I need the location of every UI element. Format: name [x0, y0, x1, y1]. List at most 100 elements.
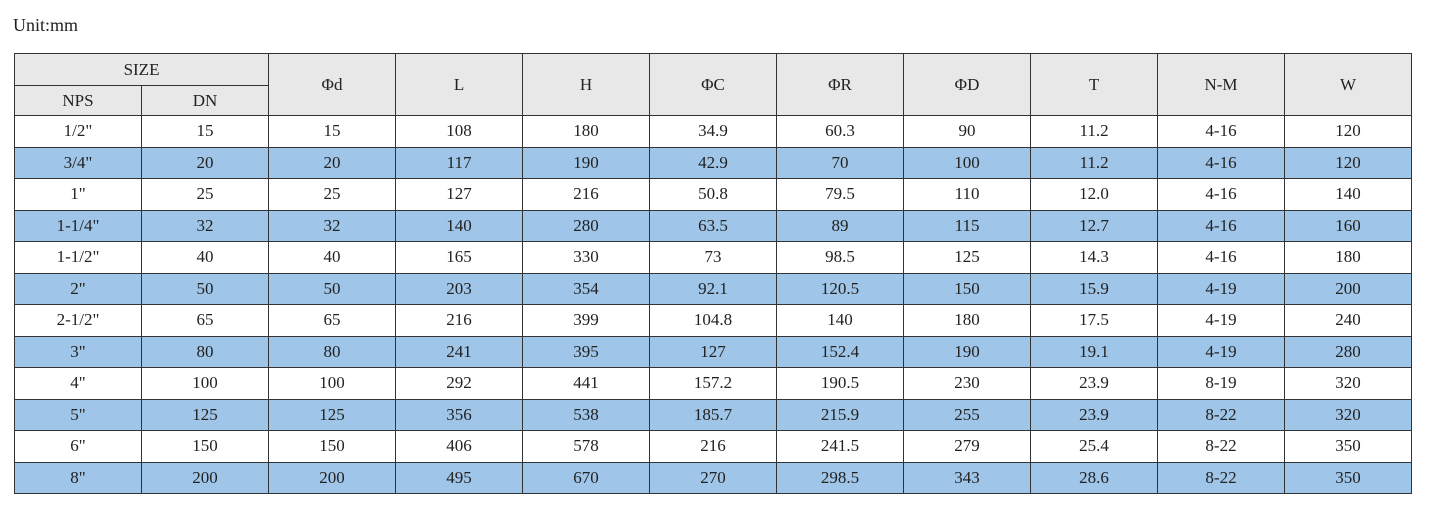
table-row: 8" 200 200 495 670 270 298.5 343 28.6 8-22 350 — [14, 461, 1413, 494]
table-cell: 140 — [395, 209, 524, 242]
table-cell: 25.4 — [1030, 430, 1159, 463]
table-cell: 350 — [1284, 461, 1413, 494]
table-cell: 20 — [268, 146, 397, 179]
table-cell: 4-19 — [1157, 335, 1286, 368]
table-cell: 230 — [903, 367, 1032, 400]
table-cell: 4-19 — [1157, 304, 1286, 337]
table-cell: 180 — [522, 115, 651, 148]
table-cell: 60.3 — [776, 115, 905, 148]
table-cell: 356 — [395, 398, 524, 431]
table-cell: 98.5 — [776, 241, 905, 274]
table-cell: 216 — [649, 430, 778, 463]
table-cell: 441 — [522, 367, 651, 400]
table-cell: 11.2 — [1030, 115, 1159, 148]
table-cell: 157.2 — [649, 367, 778, 400]
table-cell: 180 — [1284, 241, 1413, 274]
table-cell: 320 — [1284, 367, 1413, 400]
table-cell: 4-16 — [1157, 115, 1286, 148]
table-cell: 32 — [268, 209, 397, 242]
table-cell: 50.8 — [649, 178, 778, 211]
table-cell: 200 — [1284, 272, 1413, 305]
table-cell: 180 — [903, 304, 1032, 337]
table-cell: 25 — [140, 178, 270, 211]
column-header: DN — [140, 85, 270, 116]
table-cell: 100 — [140, 367, 270, 400]
table-cell: 2" — [14, 272, 142, 305]
table-cell: 25 — [268, 178, 397, 211]
table-cell: 670 — [522, 461, 651, 494]
table-cell: 330 — [522, 241, 651, 274]
table-cell: 354 — [522, 272, 651, 305]
table-cell: 117 — [395, 146, 524, 179]
table-cell: 89 — [776, 209, 905, 242]
table-cell: 15.9 — [1030, 272, 1159, 305]
table-cell: 127 — [649, 335, 778, 368]
table-cell: 320 — [1284, 398, 1413, 431]
table-cell: 241 — [395, 335, 524, 368]
table-cell: 65 — [268, 304, 397, 337]
table-cell: 4-16 — [1157, 178, 1286, 211]
table-cell: 152.4 — [776, 335, 905, 368]
table-cell: 279 — [903, 430, 1032, 463]
table-cell: 104.8 — [649, 304, 778, 337]
column-header: ΦC — [649, 53, 778, 116]
table-cell: 80 — [140, 335, 270, 368]
column-header: ΦR — [776, 53, 905, 116]
table-cell: 120 — [1284, 115, 1413, 148]
table-cell: 4-16 — [1157, 146, 1286, 179]
table-cell: 241.5 — [776, 430, 905, 463]
table-cell: 73 — [649, 241, 778, 274]
column-header: ΦD — [903, 53, 1032, 116]
table-cell: 34.9 — [649, 115, 778, 148]
table-row: 5" 125 125 356 538 185.7 215.9 255 23.9 8-22 320 — [14, 398, 1413, 431]
table-cell: 165 — [395, 241, 524, 274]
table-cell: 70 — [776, 146, 905, 179]
table-cell: 200 — [140, 461, 270, 494]
table-cell: 270 — [649, 461, 778, 494]
table-cell: 8" — [14, 461, 142, 494]
table-cell: 100 — [903, 146, 1032, 179]
table-cell: 120 — [1284, 146, 1413, 179]
table-cell: 8-22 — [1157, 398, 1286, 431]
table-cell: 1" — [14, 178, 142, 211]
table-cell: 23.9 — [1030, 367, 1159, 400]
table-cell: 280 — [522, 209, 651, 242]
table-cell: 406 — [395, 430, 524, 463]
table-cell: 20 — [140, 146, 270, 179]
table-row: 1" 25 25 127 216 50.8 79.5 110 12.0 4-16 140 — [14, 178, 1413, 211]
table-cell: 4" — [14, 367, 142, 400]
table-cell: 399 — [522, 304, 651, 337]
table-cell: 90 — [903, 115, 1032, 148]
unit-label: Unit:mm — [13, 15, 79, 35]
table-cell: 120.5 — [776, 272, 905, 305]
table-cell: 92.1 — [649, 272, 778, 305]
table-cell: 3" — [14, 335, 142, 368]
table-cell: 125 — [140, 398, 270, 431]
table-row: 1-1/2" 40 40 165 330 73 98.5 125 14.3 4-16 180 — [14, 241, 1413, 274]
table-cell: 8-22 — [1157, 461, 1286, 494]
table-cell: 280 — [1284, 335, 1413, 368]
table-cell: 395 — [522, 335, 651, 368]
table-cell: 6" — [14, 430, 142, 463]
table-cell: 80 — [268, 335, 397, 368]
table-cell: 63.5 — [649, 209, 778, 242]
header-row: NPS DN — [14, 85, 1412, 116]
table-cell: 40 — [140, 241, 270, 274]
column-header: H — [522, 53, 651, 116]
table-cell: 115 — [903, 209, 1032, 242]
table-cell: 343 — [903, 461, 1032, 494]
group-header: SIZE — [13, 53, 270, 86]
table-cell: 65 — [140, 304, 270, 337]
table-cell: 203 — [395, 272, 524, 305]
table-cell: 2-1/2" — [14, 304, 142, 337]
table-cell: 185.7 — [649, 398, 778, 431]
spec-table: SIZE Φd L H ΦC ΦR ΦD T N-M W NPS DN 1/2" 15 15 108 180 3… — [13, 53, 1413, 494]
table-row: 2" 50 50 203 354 92.1 120.5 150 15.9 4-19 200 — [14, 272, 1413, 305]
column-header: W — [1284, 53, 1413, 116]
table-cell: 19.1 — [1030, 335, 1159, 368]
column-header: N-M — [1157, 53, 1286, 116]
table-row: 1-1/4" 32 32 140 280 63.5 89 115 12.7 4-16 160 — [14, 209, 1413, 242]
table-row: 2-1/2" 65 65 216 399 104.8 140 180 17.5 4-19 240 — [14, 304, 1413, 337]
table-cell: 127 — [395, 178, 524, 211]
